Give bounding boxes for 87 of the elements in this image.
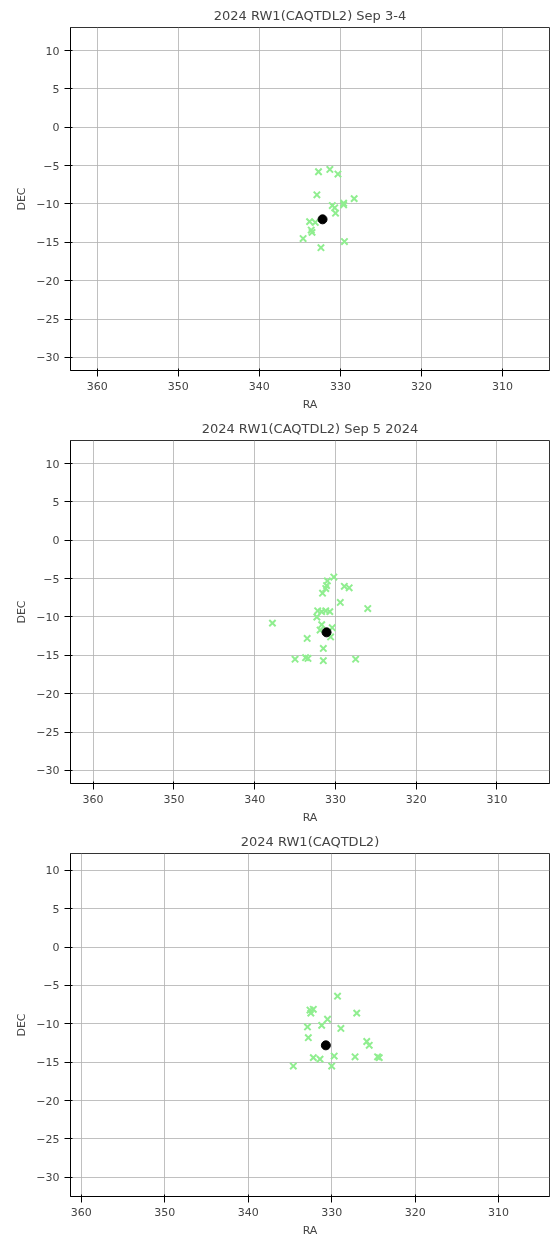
y-tick-label: −15 <box>36 236 60 250</box>
y-tick-label: 5 <box>52 495 60 509</box>
point <box>325 165 335 174</box>
y-tick-label: −5 <box>43 572 60 586</box>
x-tick-label: 310 <box>491 379 513 393</box>
y-tick-label: −15 <box>36 1056 60 1070</box>
point <box>290 655 300 664</box>
y-tick-label: −20 <box>36 274 60 288</box>
point <box>331 209 340 218</box>
point <box>312 190 322 199</box>
point <box>352 1008 361 1018</box>
x-tick-label: 360 <box>82 792 104 806</box>
y-tick-label: −20 <box>36 1094 60 1108</box>
point <box>336 1024 346 1033</box>
y-tick-label: −25 <box>36 726 60 740</box>
y-axis-title: DEC <box>15 1013 29 1037</box>
point <box>316 243 326 252</box>
x-tick-label: 360 <box>70 1205 92 1219</box>
point <box>327 1061 336 1071</box>
x-tick-label: 350 <box>154 1205 176 1219</box>
point <box>317 214 328 225</box>
y-tick-label: −10 <box>36 1017 60 1031</box>
x-axis-title: RA <box>302 397 318 411</box>
x-axis-title: RA <box>302 810 318 824</box>
y-tick-label: −30 <box>36 1171 60 1185</box>
x-tick-label: 360 <box>86 379 108 393</box>
y-tick-label: 10 <box>45 457 60 471</box>
y-tick-label: 5 <box>52 902 60 916</box>
y-tick-label: −10 <box>36 610 60 624</box>
y-tick-label: −30 <box>36 764 60 778</box>
point <box>317 1021 326 1030</box>
point <box>340 237 349 246</box>
point <box>333 992 342 1001</box>
point <box>333 169 343 179</box>
x-tick-label: 350 <box>163 792 185 806</box>
y-tick-label: 0 <box>52 941 60 955</box>
point <box>307 228 317 237</box>
y-tick-label: −5 <box>43 979 60 993</box>
x-tick-label: 340 <box>237 1205 259 1219</box>
point <box>289 1061 298 1071</box>
x-tick-label: 330 <box>321 1205 343 1219</box>
point <box>330 1051 339 1061</box>
y-tick-label: −25 <box>36 313 60 327</box>
chart-title: 2024 RW1(CAQTDL2) Sep 5 2024 <box>201 420 419 436</box>
y-tick-label: −15 <box>36 649 60 663</box>
y-axis-title: DEC <box>15 187 29 211</box>
x-tick-label: 330 <box>329 379 351 393</box>
y-tick-label: 5 <box>52 82 60 96</box>
y-tick-label: −20 <box>36 687 60 701</box>
y-tick-label: 10 <box>45 44 60 58</box>
y-tick-label: 0 <box>52 121 60 135</box>
point <box>320 1040 331 1051</box>
point <box>363 604 372 613</box>
y-tick-label: −5 <box>43 159 60 173</box>
x-tick-label: 320 <box>405 792 427 806</box>
point <box>344 583 354 593</box>
point <box>307 225 316 235</box>
point <box>303 1022 312 1032</box>
x-axis-title: RA <box>302 1223 318 1237</box>
point <box>365 1041 374 1050</box>
point <box>318 589 327 598</box>
x-tick-label: 320 <box>410 379 432 393</box>
point <box>349 194 359 203</box>
x-tick-label: 310 <box>486 792 508 806</box>
x-tick-label: 340 <box>244 792 266 806</box>
x-tick-label: 310 <box>488 1205 510 1219</box>
point <box>350 1052 360 1062</box>
x-tick-label: 320 <box>404 1205 426 1219</box>
point <box>321 627 332 638</box>
x-tick-label: 350 <box>167 379 189 393</box>
point <box>314 167 323 176</box>
y-axis-title: DEC <box>15 600 29 624</box>
point <box>304 1033 313 1042</box>
x-tick-label: 340 <box>248 379 270 393</box>
point <box>362 1037 371 1046</box>
chart-title: 2024 RW1(CAQTDL2) Sep 3-4 <box>213 7 407 23</box>
y-tick-label: −30 <box>36 351 60 365</box>
y-tick-label: 0 <box>52 534 60 548</box>
point <box>312 612 322 622</box>
y-tick-label: −10 <box>36 197 60 211</box>
point <box>336 598 345 607</box>
chart-title: 2024 RW1(CAQTDL2) <box>240 833 380 849</box>
y-tick-label: −25 <box>36 1132 60 1146</box>
point <box>319 644 328 653</box>
y-tick-label: 10 <box>45 864 60 878</box>
x-tick-label: 330 <box>324 792 346 806</box>
point <box>298 234 308 243</box>
